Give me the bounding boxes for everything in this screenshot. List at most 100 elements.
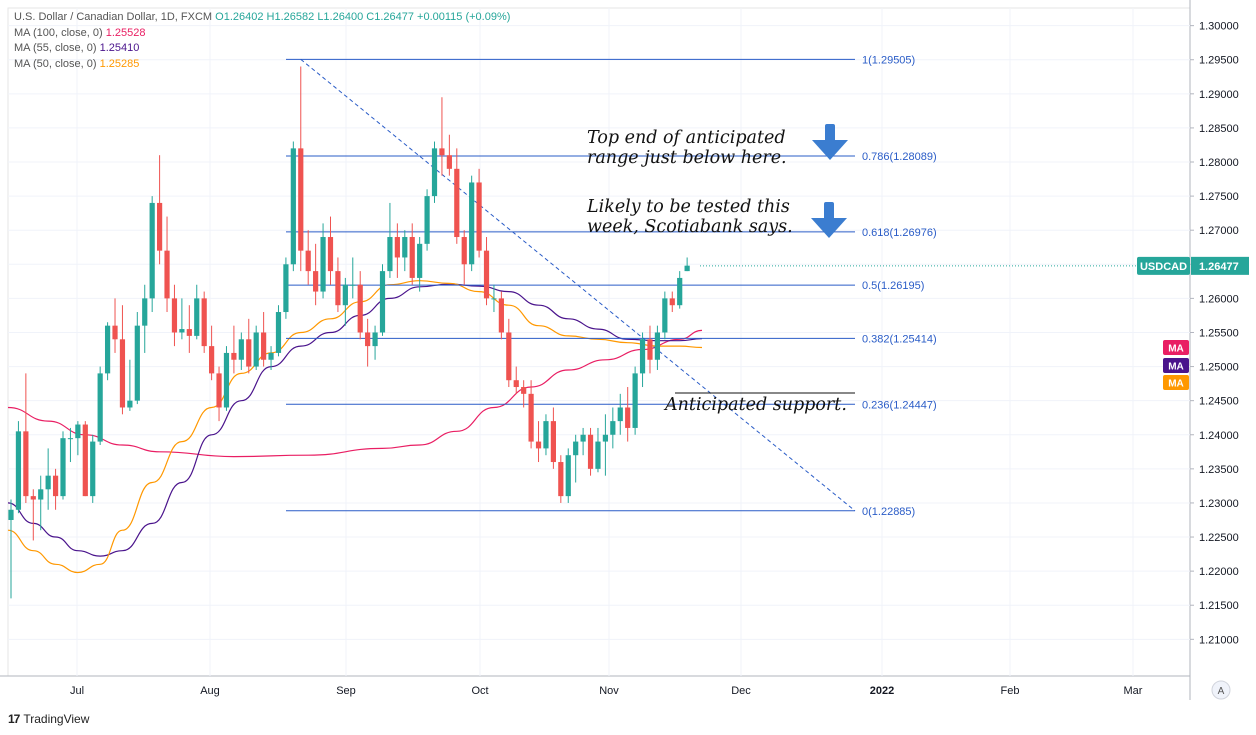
x-tick-label: Feb <box>1001 685 1020 697</box>
x-axis: Jul Aug Sep Oct Nov Dec 2022 Feb Mar A <box>70 680 1231 700</box>
ma-line-0 <box>7 329 703 458</box>
y-tick-label: 1.25500 <box>1199 327 1239 339</box>
ma100-label: MA (100, close, 0) <box>14 26 103 39</box>
y-tick-label: 1.21500 <box>1199 600 1239 612</box>
candle-body-70 <box>528 393 534 442</box>
candle-body-47 <box>357 284 363 333</box>
ma100-legend[interactable]: MA (100, close, 0) 1.25528 <box>14 26 510 42</box>
ohlc-open: O1.26402 <box>215 11 264 23</box>
arrow-down-icon-2-head <box>811 218 847 238</box>
candle-body-59 <box>446 155 452 169</box>
moving-average-lines <box>7 280 703 574</box>
note-top-end-text-line-1: range just below here. <box>587 148 787 168</box>
candle-body-12 <box>97 373 103 442</box>
x-tick-label: 2022 <box>870 685 894 697</box>
y-tick-label: 1.29500 <box>1199 55 1239 67</box>
candle-body-40 <box>305 250 311 272</box>
candle-body-29 <box>223 352 230 408</box>
candle-body-30 <box>231 352 237 360</box>
ohlc-low: L1.26400 <box>317 11 364 23</box>
y-tick-label: 1.26000 <box>1199 293 1239 305</box>
candle-body-43 <box>327 237 334 272</box>
y-axis: 1.21000 1.21500 1.22000 1.22500 1.23000 1.235… <box>1190 21 1239 646</box>
y-tick-label: 1.25000 <box>1199 362 1239 374</box>
candle-body-11 <box>90 441 96 497</box>
candle-body-58 <box>439 148 445 156</box>
symbol-row: U.S. Dollar / Canadian Dollar, 1D, FXCM … <box>14 10 510 26</box>
candle-body-9 <box>75 424 81 439</box>
candle-body-90 <box>677 277 683 306</box>
candlestick-series <box>8 66 690 599</box>
candle-body-61 <box>461 237 467 265</box>
candle-body-31 <box>238 339 244 360</box>
candle-body-51 <box>387 237 393 272</box>
note-likely-test-text-line-1: week, Scotiabank says. <box>587 217 793 237</box>
candle-body-7 <box>60 438 66 497</box>
ma-price-tag-label-1: MA <box>1168 362 1184 373</box>
fib-level-label-0.786: 0.786(1.28089) <box>862 151 937 163</box>
candle-body-60 <box>454 168 460 238</box>
ma55-legend[interactable]: MA (55, close, 0) 1.25410 <box>14 41 510 57</box>
fib-level-label-0.5: 0.5(1.26195) <box>862 280 924 292</box>
ohlc-change: +0.00115 (+0.09%) <box>417 11 511 23</box>
candle-body-50 <box>379 271 386 333</box>
y-tick-label: 1.21000 <box>1199 634 1239 646</box>
last-price-label: 1.26477 <box>1199 261 1239 273</box>
candle-body-79 <box>595 441 601 469</box>
candle-body-82 <box>617 407 623 422</box>
candle-body-38 <box>290 148 296 265</box>
candle-body-22 <box>171 298 178 333</box>
candle-body-67 <box>506 332 512 381</box>
y-tick-label: 1.27000 <box>1199 225 1239 237</box>
candle-body-44 <box>335 271 341 306</box>
ma-price-tag-2 <box>1163 375 1189 390</box>
candle-body-13 <box>104 325 111 374</box>
arrow-down-icon-head <box>812 140 848 160</box>
note-top-end-text: Top end of anticipated range just below h… <box>587 128 787 168</box>
ohlc-close: C1.26477 <box>366 11 414 23</box>
candle-body-65 <box>491 298 497 300</box>
candle-body-53 <box>402 237 408 258</box>
candle-body-25 <box>194 298 200 336</box>
arrow-down-icon-2-shaft <box>824 202 834 222</box>
plot-area <box>7 7 1191 677</box>
y-tick-label: 1.27500 <box>1199 191 1239 203</box>
tradingview-brand[interactable]: 17 TradingView <box>8 712 89 726</box>
auto-scale-button <box>1211 680 1231 700</box>
fibonacci-retracement[interactable]: 1(1.29505) 0.786(1.28089) 0.618(1.26976) 0.… <box>286 54 937 518</box>
candle-body-66 <box>498 298 504 333</box>
x-tick-label: Sep <box>336 685 356 697</box>
candle-body-1 <box>15 431 22 510</box>
arrow-down-icon-2 <box>811 202 847 238</box>
candle-body-55 <box>417 243 423 278</box>
ma50-value: 1.25285 <box>99 57 140 70</box>
candle-body-26 <box>201 298 207 347</box>
y-tick-label: 1.24500 <box>1199 396 1239 408</box>
chart-overlays: USDCAD 1.26477 MA MA MA <box>675 124 1249 394</box>
candle-body-64 <box>483 250 490 299</box>
auto-scale-label: A <box>1218 686 1225 697</box>
candle-body-84 <box>632 373 638 428</box>
candle-body-71 <box>535 441 542 449</box>
candle-body-81 <box>610 421 616 435</box>
candle-body-48 <box>365 332 371 347</box>
candle-body-77 <box>580 434 586 442</box>
candle-body-15 <box>119 339 126 408</box>
arrow-down-icon-shaft <box>825 124 835 144</box>
chart-legend: U.S. Dollar / Canadian Dollar, 1D, FXCM … <box>14 10 510 72</box>
ma50-legend[interactable]: MA (50, close, 0) 1.25285 <box>14 57 510 73</box>
candle-body-27 <box>209 346 215 374</box>
candle-body-24 <box>186 329 192 336</box>
candle-body-85 <box>639 339 646 374</box>
note-likely-test-text-line-0: Likely to be tested this <box>587 197 790 217</box>
candle-body-10 <box>82 424 88 497</box>
candle-body-69 <box>521 387 527 394</box>
candle-body-33 <box>253 332 259 367</box>
candle-body-14 <box>112 325 118 340</box>
y-tick-label: 1.30000 <box>1199 21 1239 33</box>
arrow-down-icon <box>812 124 848 160</box>
candle-body-68 <box>513 380 519 388</box>
note-likely-test: Likely to be tested this week, Scotiabank… <box>587 197 793 237</box>
candle-body-41 <box>313 271 319 292</box>
